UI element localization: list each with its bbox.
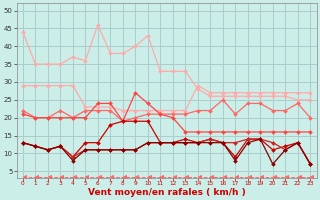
X-axis label: Vent moyen/en rafales ( km/h ): Vent moyen/en rafales ( km/h ) — [88, 188, 245, 197]
